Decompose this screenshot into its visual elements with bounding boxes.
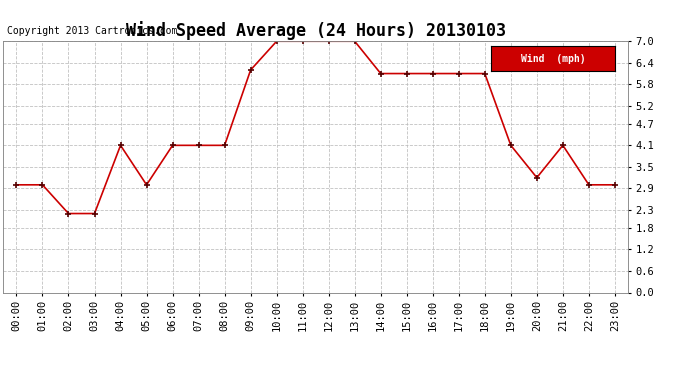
Title: Wind Speed Average (24 Hours) 20130103: Wind Speed Average (24 Hours) 20130103 [126, 21, 506, 40]
Text: Copyright 2013 Cartronics.com: Copyright 2013 Cartronics.com [7, 26, 177, 36]
